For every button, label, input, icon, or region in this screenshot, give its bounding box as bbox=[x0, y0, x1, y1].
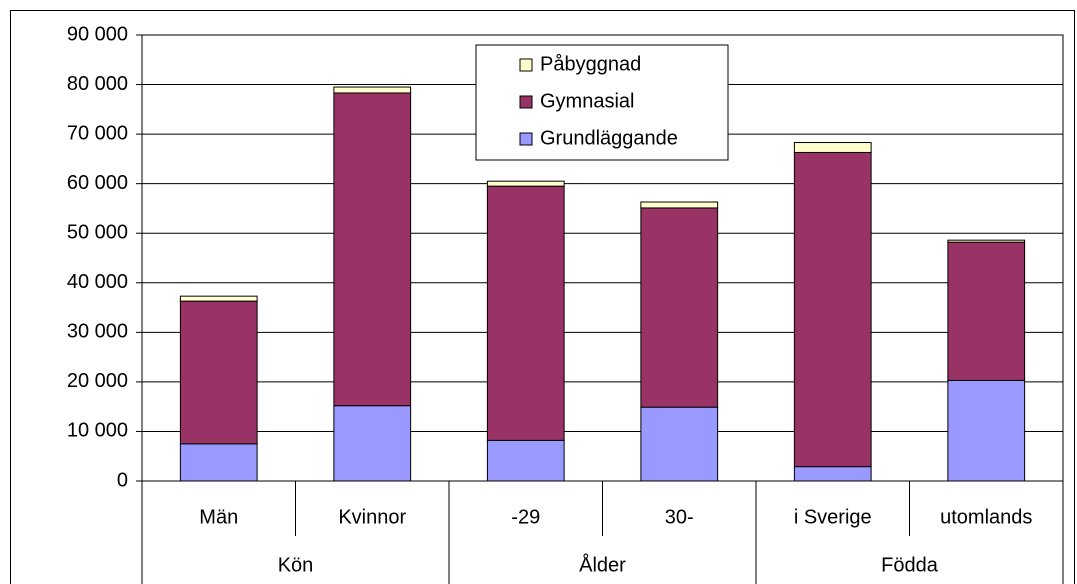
y-tick-label: 30 000 bbox=[67, 321, 128, 343]
bar-segment bbox=[793, 466, 872, 482]
y-tick-label: 10 000 bbox=[67, 420, 128, 442]
x-tick-label: -29 bbox=[511, 506, 540, 528]
bar-segment bbox=[179, 295, 258, 302]
y-tick-label: 60 000 bbox=[67, 172, 128, 194]
x-tick-label: Män bbox=[199, 506, 238, 528]
y-tick-label: 80 000 bbox=[67, 73, 128, 95]
bar-segment bbox=[947, 241, 1026, 381]
bar-segment bbox=[179, 300, 258, 445]
x-tick-label: i Sverige bbox=[794, 506, 872, 528]
legend bbox=[475, 44, 729, 161]
bar-segment bbox=[947, 239, 1026, 243]
legend-label: Grundläggande bbox=[540, 127, 678, 149]
legend-swatch bbox=[519, 95, 533, 109]
y-tick-label: 40 000 bbox=[67, 271, 128, 293]
bar-segment bbox=[486, 180, 565, 187]
x-tick-label: utomlands bbox=[940, 506, 1032, 528]
bar-segment bbox=[640, 201, 719, 209]
bar-segment bbox=[486, 439, 565, 482]
y-tick-label: 90 000 bbox=[67, 23, 128, 45]
bar-segment bbox=[640, 207, 719, 408]
legend-label: Påbyggnad bbox=[540, 53, 641, 75]
group-label: Kön bbox=[278, 554, 314, 576]
y-tick-label: 20 000 bbox=[67, 370, 128, 392]
bar-segment bbox=[333, 92, 412, 407]
bar-segment bbox=[179, 443, 258, 482]
y-tick-label: 50 000 bbox=[67, 222, 128, 244]
bar-segment bbox=[333, 405, 412, 482]
x-tick-label: 30- bbox=[665, 506, 694, 528]
legend-swatch bbox=[519, 58, 533, 72]
legend-label: Gymnasial bbox=[540, 90, 634, 112]
bar-segment bbox=[793, 151, 872, 468]
group-label: Ålder bbox=[579, 553, 626, 576]
chart-border bbox=[10, 10, 1075, 584]
bar-segment bbox=[486, 185, 565, 441]
x-tick-label: Kvinnor bbox=[338, 506, 406, 528]
bar-segment bbox=[640, 406, 719, 482]
group-label: Födda bbox=[881, 554, 939, 576]
legend-swatch bbox=[519, 132, 533, 146]
y-tick-label: 0 bbox=[117, 469, 128, 491]
bar-segment bbox=[333, 86, 412, 94]
y-tick-label: 70 000 bbox=[67, 122, 128, 144]
bar-segment bbox=[947, 379, 1026, 482]
bar-segment bbox=[793, 142, 872, 153]
